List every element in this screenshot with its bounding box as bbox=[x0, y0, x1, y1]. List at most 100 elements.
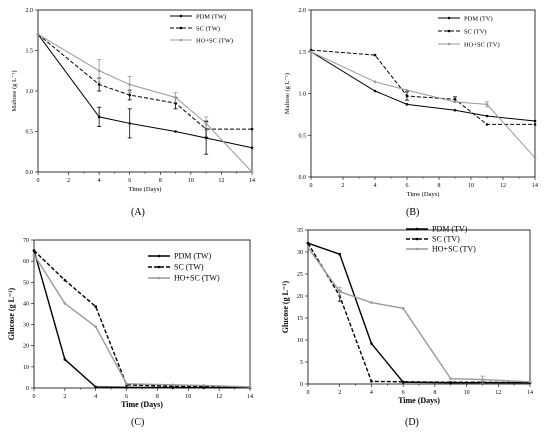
data-point bbox=[338, 252, 342, 256]
y-tick-label: 20 bbox=[297, 294, 303, 300]
legend-marker bbox=[157, 254, 161, 258]
data-point bbox=[128, 122, 132, 125]
legend-label: PDM (TV) bbox=[432, 225, 468, 234]
data-point bbox=[373, 89, 377, 93]
legend-marker bbox=[179, 26, 183, 30]
data-point bbox=[174, 130, 177, 133]
x-tick-label: 0 bbox=[33, 394, 36, 400]
legend-label: PDM (TV) bbox=[464, 16, 493, 23]
x-tick-label: 14 bbox=[527, 390, 533, 396]
data-point bbox=[250, 146, 254, 149]
data-point bbox=[32, 253, 36, 257]
y-tick-label: 1.0 bbox=[26, 89, 34, 95]
data-point bbox=[125, 382, 128, 386]
y-tick-label: 0.0 bbox=[299, 175, 307, 181]
panel-label-a: (A) bbox=[131, 207, 145, 218]
data-point bbox=[370, 301, 373, 304]
data-point bbox=[174, 96, 177, 99]
y-axis-label: Maltose (g L⁻¹) bbox=[11, 70, 18, 111]
data-point bbox=[528, 380, 532, 384]
data-point bbox=[97, 115, 101, 119]
legend-label: HO+SC (TV) bbox=[432, 245, 476, 254]
legend-label: PDM (TW) bbox=[174, 252, 211, 261]
x-axis-label: Time (Days) bbox=[398, 396, 440, 405]
x-tick-label: 12 bbox=[495, 390, 501, 396]
x-tick-label: 8 bbox=[438, 183, 441, 189]
series-line-ho-sc-tw- bbox=[37, 33, 253, 173]
y-tick-label: 40 bbox=[23, 301, 29, 307]
data-point bbox=[63, 302, 67, 305]
data-point bbox=[63, 358, 67, 361]
x-tick-label: 10 bbox=[468, 183, 474, 189]
x-tick-label: 8 bbox=[156, 394, 159, 400]
x-tick-label: 6 bbox=[128, 178, 131, 184]
series-line-ho-sc-tv- bbox=[310, 51, 536, 159]
data-point bbox=[63, 278, 67, 282]
x-tick-label: 10 bbox=[464, 390, 470, 396]
legend-marker bbox=[447, 29, 451, 33]
y-tick-label: 60 bbox=[23, 259, 29, 265]
data-point bbox=[453, 100, 457, 104]
data-point bbox=[306, 241, 310, 245]
data-point bbox=[485, 123, 489, 126]
series-line-sc-tv- bbox=[307, 242, 531, 384]
legend-label: HO+SC (TV) bbox=[464, 42, 500, 49]
data-point bbox=[370, 342, 373, 345]
x-tick-label: 0 bbox=[307, 390, 310, 396]
data-point bbox=[171, 383, 175, 387]
legend-marker bbox=[415, 237, 419, 241]
panel-label-d: (D) bbox=[405, 417, 419, 428]
y-tick-label: 1.5 bbox=[299, 50, 307, 56]
legend-marker bbox=[179, 38, 183, 42]
x-tick-label: 4 bbox=[94, 394, 97, 400]
data-point bbox=[125, 386, 128, 389]
x-axis-label: Time (Days) bbox=[129, 186, 162, 193]
y-tick-label: 0.0 bbox=[26, 170, 34, 176]
y-tick-label: 30 bbox=[23, 323, 29, 329]
x-tick-label: 10 bbox=[185, 394, 191, 400]
data-point bbox=[481, 378, 484, 381]
data-point bbox=[36, 33, 40, 36]
data-point bbox=[306, 246, 310, 249]
legend-marker bbox=[157, 276, 161, 280]
legend-marker bbox=[447, 42, 451, 46]
data-point bbox=[405, 94, 409, 98]
data-point bbox=[309, 50, 313, 54]
x-tick-label: 12 bbox=[500, 183, 506, 189]
y-tick-label: 25 bbox=[297, 272, 303, 278]
y-axis-label: Maltose (g L⁻¹) bbox=[284, 73, 291, 114]
data-point bbox=[533, 123, 537, 126]
data-point bbox=[401, 307, 405, 310]
data-point bbox=[453, 98, 457, 101]
legend-label: SC (TW) bbox=[174, 263, 204, 272]
data-point bbox=[401, 380, 405, 384]
data-point bbox=[533, 156, 537, 160]
data-point bbox=[485, 103, 489, 106]
plot-frame bbox=[307, 229, 531, 385]
legend-marker bbox=[415, 247, 419, 251]
series-line-pdm-tv- bbox=[307, 242, 530, 384]
x-tick-label: 4 bbox=[374, 183, 377, 189]
y-tick-label: 50 bbox=[23, 280, 29, 286]
x-tick-label: 12 bbox=[218, 178, 224, 184]
y-tick-label: 70 bbox=[23, 238, 29, 244]
y-tick-label: 2.0 bbox=[299, 8, 307, 14]
legend-label: SC (TW) bbox=[196, 26, 220, 33]
x-tick-label: 14 bbox=[247, 394, 253, 400]
legend-label: SC (TV) bbox=[432, 235, 460, 244]
data-point bbox=[373, 80, 377, 84]
data-point bbox=[250, 170, 254, 174]
data-point bbox=[128, 83, 132, 86]
x-axis-label: Time (Days) bbox=[407, 191, 440, 198]
data-point bbox=[97, 69, 101, 73]
data-point bbox=[370, 380, 373, 383]
legend-marker bbox=[157, 265, 161, 269]
data-point bbox=[248, 385, 252, 389]
series-line-sc-tv- bbox=[310, 49, 535, 125]
y-tick-label: 0 bbox=[300, 382, 303, 388]
plot-frame bbox=[37, 9, 253, 173]
data-point bbox=[128, 93, 132, 97]
legend-label: HO+SC (TW) bbox=[196, 38, 233, 45]
chart-panel-d: 0 2 4 6 8 10 12 14 0 5 10 15 20 25 30 35 Time (Days) Gluc… bbox=[281, 225, 533, 406]
x-tick-label: 8 bbox=[433, 390, 436, 396]
